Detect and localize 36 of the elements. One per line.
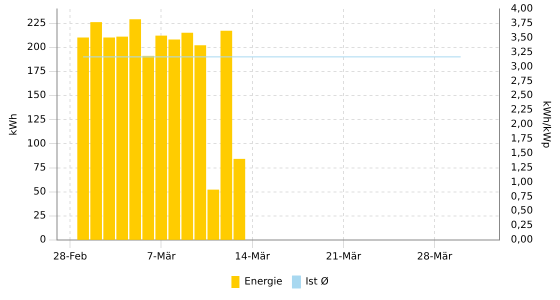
legend-label: Energie [244,276,282,288]
x-tick-label: 28-Mär [417,252,454,263]
y2-tick-label: 0,75 [510,191,533,202]
y2-tick-label: 0,50 [510,206,533,217]
y2-tick-label: 4,00 [510,4,533,15]
y2-tick-label: 3,00 [510,61,533,72]
y2-tick-label: 0,25 [510,220,533,232]
legend-label: Ist Ø [305,276,329,288]
x-tick-label: 21-Mär [326,252,362,263]
y-tick-label: 0 [40,234,46,246]
y-tick-label: 100 [26,138,46,150]
y2-tick-label: 2,75 [510,76,533,87]
y2-tick-label: 2,25 [510,104,533,116]
y-tick-label: 125 [26,114,46,126]
y-tick-label: 200 [26,42,46,54]
y2-tick-label: 2,00 [510,119,533,130]
y2-tick-label: 3,50 [510,32,533,44]
y2-tick-label: 0,00 [510,234,533,246]
y2-tick-label: 3,75 [510,18,533,30]
y2-tick-label: 2,50 [510,90,533,102]
y2-axis-title: kWh/kWp [540,100,552,148]
y-tick-label: 50 [33,186,46,198]
y2-tick-label: 1,50 [510,148,533,159]
x-tick-label: 14-Mär [234,252,271,263]
x-tick-label: 7-Mär [146,252,177,263]
y-tick-label: 175 [26,66,46,78]
x-tick-label: 28-Feb [53,252,88,263]
y2-tick-label: 3,25 [510,46,533,58]
y-tick-label: 75 [33,162,46,174]
y-axis-title: kWh [8,113,20,136]
y2-tick-label: 1,25 [510,162,533,174]
y2-tick-label: 1,75 [510,134,533,145]
y2-tick-label: 1,00 [510,176,533,188]
y-tick-label: 225 [26,18,46,30]
y-tick-label: 150 [26,90,46,102]
y-tick-label: 25 [33,210,46,222]
